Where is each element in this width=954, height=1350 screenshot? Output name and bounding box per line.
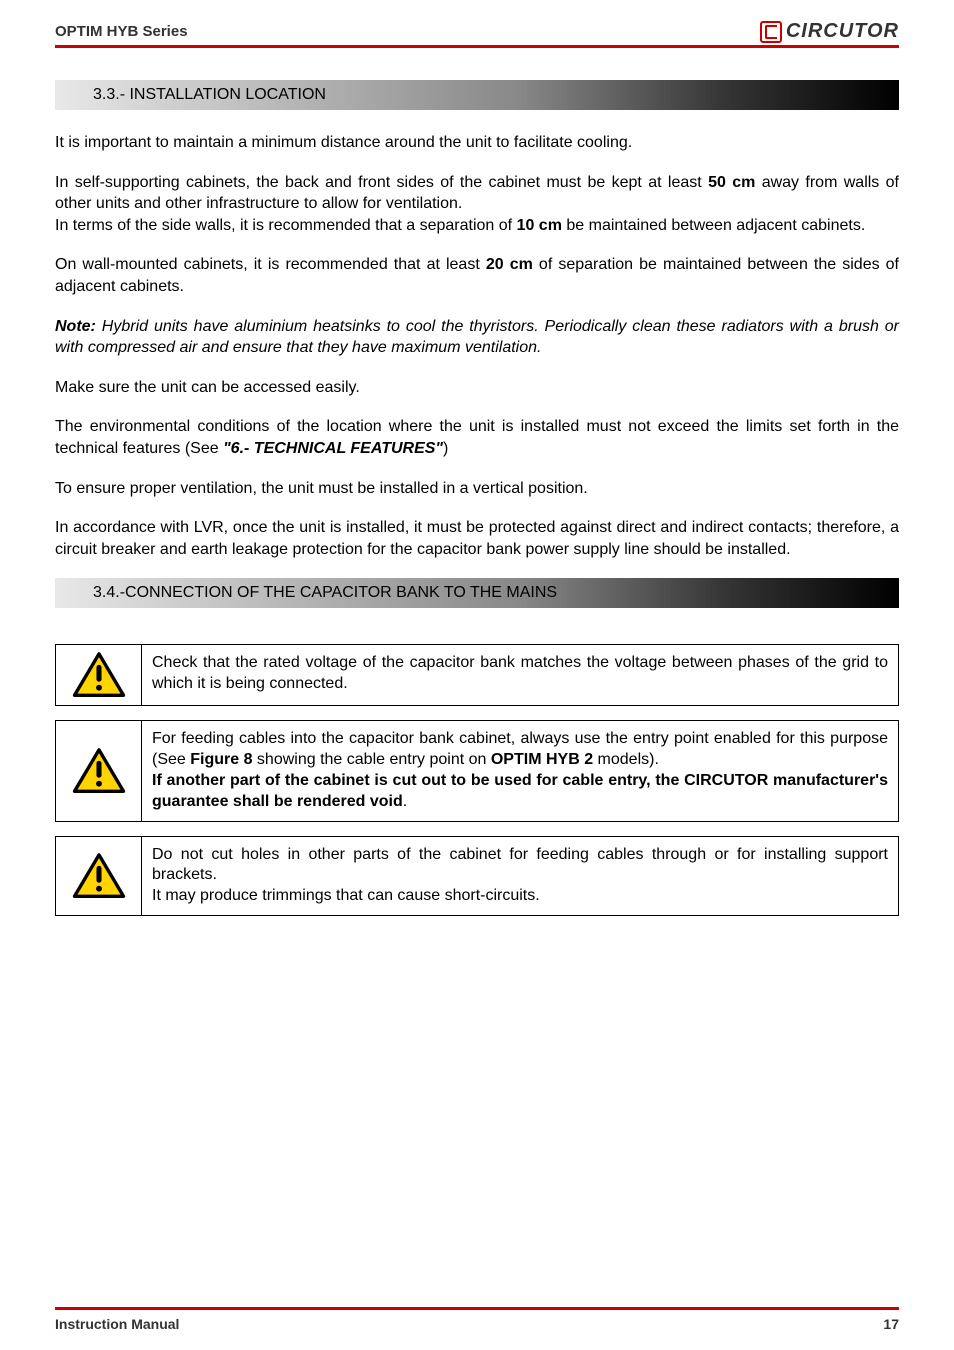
paragraph: In self-supporting cabinets, the back an… <box>55 172 899 237</box>
text-bold: Figure 8 <box>190 751 252 768</box>
brand-logo: CIRCUTOR <box>760 20 899 43</box>
text: In terms of the side walls, it is recomm… <box>55 217 517 234</box>
warning-box-1: Check that the rated voltage of the capa… <box>55 644 899 706</box>
text: showing the cable entry point on <box>252 751 490 768</box>
text: Do not cut holes in other parts of the c… <box>152 846 888 884</box>
text-bold: If another part of the cabinet is cut ou… <box>152 772 888 810</box>
warning-icon-cell <box>56 645 142 705</box>
note-label: Note: <box>55 318 96 335</box>
paragraph: On wall-mounted cabinets, it is recommen… <box>55 254 899 297</box>
paragraph: To ensure proper ventilation, the unit m… <box>55 478 899 500</box>
spacer <box>55 630 899 644</box>
text: It may produce trimmings that can cause … <box>152 887 540 904</box>
note-body: Hybrid units have aluminium heatsinks to… <box>55 318 899 357</box>
text-bold: 20 cm <box>486 256 533 273</box>
text: ) <box>443 440 448 457</box>
page-footer: Instruction Manual 17 <box>55 1307 899 1332</box>
page-header: OPTIM HYB Series CIRCUTOR <box>55 20 899 43</box>
paragraph: In accordance with LVR, once the unit is… <box>55 517 899 560</box>
text: On wall-mounted cabinets, it is recommen… <box>55 256 486 273</box>
warning-icon-cell <box>56 721 142 820</box>
section-heading-3-4: 3.4.-CONNECTION OF THE CAPACITOR BANK TO… <box>55 578 899 608</box>
series-title: OPTIM HYB Series <box>55 23 188 40</box>
footer-left: Instruction Manual <box>55 1316 179 1332</box>
header-divider <box>55 45 899 48</box>
footer-divider <box>55 1307 899 1310</box>
section-heading-3-3: 3.3.- INSTALLATION LOCATION <box>55 80 899 110</box>
warning-text: For feeding cables into the capacitor ba… <box>142 721 898 820</box>
text: . <box>403 793 407 810</box>
text: The environmental conditions of the loca… <box>55 418 899 457</box>
paragraph: Make sure the unit can be accessed easil… <box>55 377 899 399</box>
text-bold: 50 cm <box>708 174 755 191</box>
warning-box-2: For feeding cables into the capacitor ba… <box>55 720 899 821</box>
text: In self-supporting cabinets, the back an… <box>55 174 708 191</box>
paragraph: It is important to maintain a minimum di… <box>55 132 899 154</box>
warning-triangle-icon <box>72 852 126 900</box>
warning-icon-cell <box>56 837 142 915</box>
paragraph: The environmental conditions of the loca… <box>55 416 899 459</box>
text-bold: 10 cm <box>517 217 562 234</box>
warning-box-3: Do not cut holes in other parts of the c… <box>55 836 899 916</box>
brand-logo-icon <box>760 21 782 43</box>
note-paragraph: Note: Hybrid units have aluminium heatsi… <box>55 316 899 359</box>
footer-row: Instruction Manual 17 <box>55 1316 899 1332</box>
warning-text: Check that the rated voltage of the capa… <box>142 645 898 705</box>
warning-triangle-icon <box>72 747 126 795</box>
text: be maintained between adjacent cabinets. <box>562 217 865 234</box>
text-ref: "6.- TECHNICAL FEATURES" <box>223 440 443 457</box>
text-bold: OPTIM HYB 2 <box>491 751 593 768</box>
warning-text: Do not cut holes in other parts of the c… <box>142 837 898 915</box>
footer-page-number: 17 <box>883 1316 899 1332</box>
page: OPTIM HYB Series CIRCUTOR 3.3.- INSTALLA… <box>0 0 954 1350</box>
warning-triangle-icon <box>72 651 126 699</box>
brand-logo-text: CIRCUTOR <box>786 20 899 43</box>
text: models). <box>593 751 659 768</box>
